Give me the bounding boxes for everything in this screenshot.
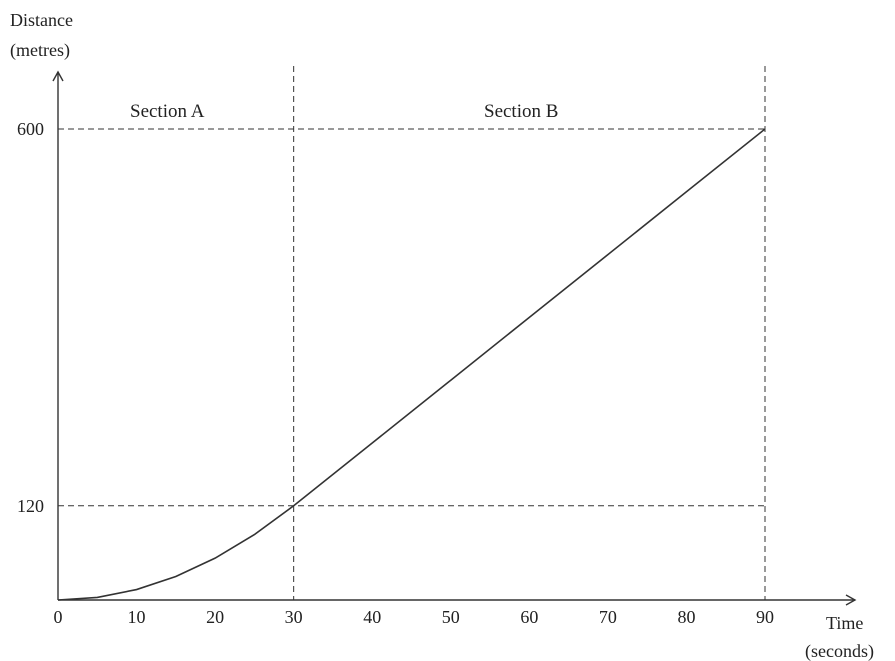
y-tick-label-120: 120 xyxy=(17,496,44,516)
x-tick-label-10: 10 xyxy=(128,607,146,627)
section-b-label: Section B xyxy=(484,101,558,122)
y-axis-title-line-2: (metres) xyxy=(10,40,70,61)
y-tick-labels: 120 600 xyxy=(17,119,44,516)
reference-lines xyxy=(58,66,766,600)
x-tick-label-40: 40 xyxy=(363,607,381,627)
y-tick-label-600: 600 xyxy=(17,119,44,139)
x-tick-label-80: 80 xyxy=(677,607,695,627)
y-axis-title-line-1: Distance xyxy=(10,10,73,30)
x-tick-label-20: 20 xyxy=(206,607,224,627)
x-tick-label-70: 70 xyxy=(599,607,617,627)
x-tick-label-0: 0 xyxy=(54,607,63,627)
series-group xyxy=(57,128,766,601)
x-tick-label-50: 50 xyxy=(442,607,460,627)
x-tick-labels: 0 10 20 30 40 50 60 70 80 90 xyxy=(54,607,775,627)
section-a-label: Section A xyxy=(130,101,205,122)
x-axis-title-line-2: (seconds) xyxy=(805,641,874,661)
x-tick-label-30: 30 xyxy=(285,607,303,627)
x-axis-title-line-1: Time xyxy=(826,613,863,633)
series-line-0 xyxy=(57,128,766,601)
x-tick-label-90: 90 xyxy=(756,607,774,627)
x-tick-label-60: 60 xyxy=(520,607,538,627)
